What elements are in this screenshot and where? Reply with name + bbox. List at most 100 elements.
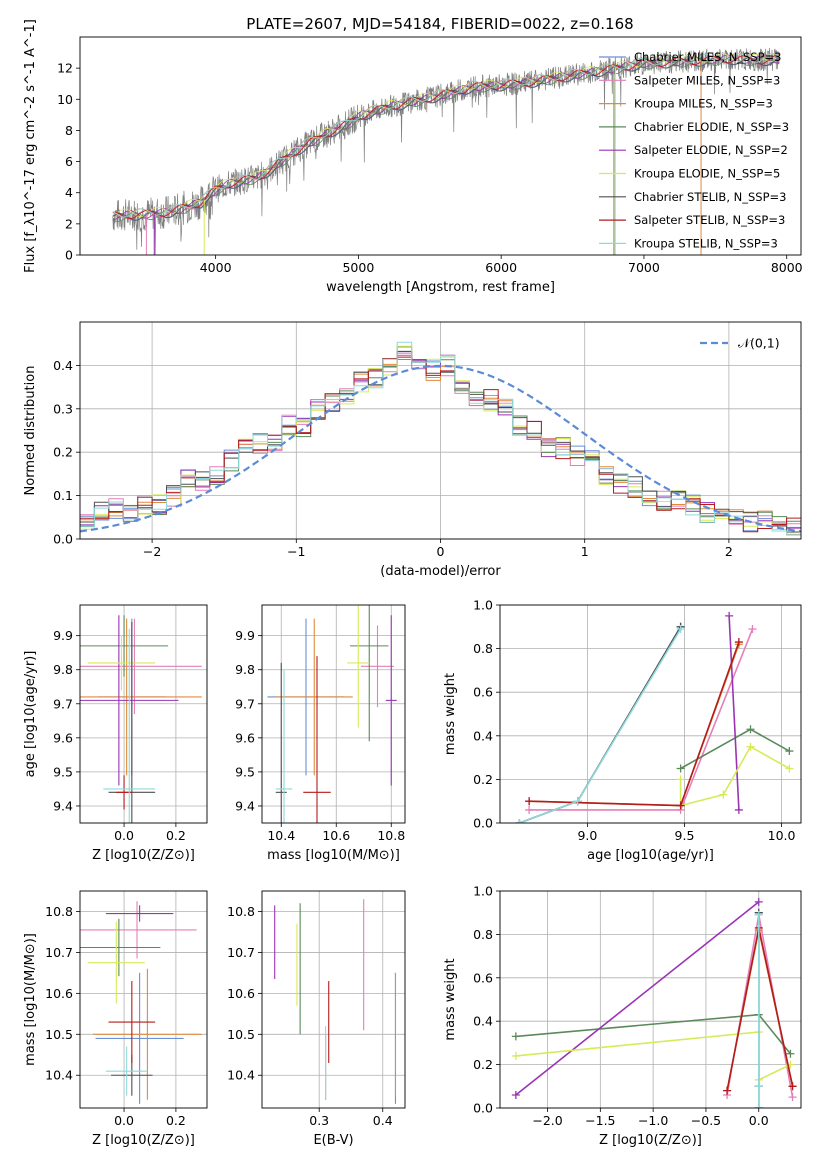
mass-weight-marker [754, 910, 763, 919]
x-tick-label: 5000 [342, 260, 374, 275]
mass-weight-plot-area [515, 611, 794, 823]
legend-label: Chabrier STELIB, N_SSP=3 [634, 190, 786, 204]
y-tick-label: 10.4 [45, 1068, 73, 1083]
x-tick-label: 10.8 [377, 828, 405, 843]
mass-weight-vs-metallicity-panel: −2.0 −1.5 −1.0 −0.5 0.0 0.0 0.2 0.4 0.6 0.8 1.0 Z [… [443, 884, 802, 1148]
mass-weight-marker [723, 1086, 732, 1095]
x-axis-label: age [log10(age/yr)] [587, 848, 714, 863]
x-tick-label: 10.0 [768, 828, 796, 843]
mass-weight-vs-age-panel: 9.0 9.5 10.0 0.0 0.2 0.4 0.6 0.8 1.0 age [log10(a… [443, 598, 802, 863]
errorbar-point [80, 918, 161, 977]
y-tick-label: 1.0 [473, 884, 493, 899]
y-tick-label: 0.6 [473, 685, 493, 700]
y-tick-label: 9.9 [235, 628, 255, 643]
errorbar-point [80, 615, 179, 786]
axes-frame [499, 890, 802, 1109]
y-tick-label: 0.1 [53, 488, 73, 503]
mass-weight-marker [754, 1104, 763, 1108]
y-tick-label: 0.4 [473, 728, 493, 743]
legend-label: Salpeter ELODIE, N_SSP=2 [634, 143, 788, 157]
y-axis-label: mass weight [443, 673, 458, 755]
mass-weight-line [728, 615, 740, 810]
x-axis-label: Z [log10(Z/Z⊙)] [92, 848, 195, 863]
errorbar-point [95, 972, 184, 1104]
y-tick-label: 9.4 [53, 798, 73, 813]
mass-weight-marker [748, 624, 757, 633]
x-axis-label: mass [log10(M/M⊙)] [267, 848, 400, 863]
grid [262, 891, 405, 1108]
x-axis-label: Z [log10(Z/Z⊙)] [92, 1133, 195, 1148]
x-tick-label: 10.4 [267, 828, 295, 843]
x-tick-label: 4000 [200, 260, 232, 275]
mass-vs-reddening-panel: 0.3 0.4 10.4 10.5 10.6 10.7 10.8 E(B-V) [227, 890, 406, 1148]
residual-histogram-step [80, 341, 801, 535]
y-tick-label: 0 [65, 248, 73, 263]
mass-weight-marker [734, 805, 743, 814]
x-tick-label: −2 [143, 544, 161, 559]
mass-weight-marker [573, 797, 582, 806]
mass-weight-line [515, 901, 760, 1096]
x-tick-label: 2 [725, 544, 733, 559]
mass-weight-line [519, 626, 682, 823]
y-axis-label: Flux [f_λ10^-17 erg cm^-2 s^-1 A^-1] [23, 19, 38, 273]
x-tick-label: 0.4 [373, 1113, 393, 1128]
y-tick-label: 9.6 [53, 730, 73, 745]
axes-frame [499, 604, 802, 824]
errorbar-point [275, 618, 353, 776]
y-tick-label: 0.6 [473, 970, 493, 985]
y-tick-label: 0.2 [473, 1057, 493, 1072]
errorbar-point [87, 921, 145, 1004]
y-tick-label: 9.6 [235, 730, 255, 745]
mass-weight-marker [525, 805, 534, 814]
legend-label: Chabrier ELODIE, N_SSP=3 [634, 120, 789, 134]
mass-weight-marker [511, 1032, 520, 1041]
model-spectrum-line [112, 56, 780, 221]
y-tick-label: 9.8 [235, 662, 255, 677]
errorbar-point [105, 905, 174, 922]
mass-weight-line [679, 745, 790, 807]
mass-weight-line [726, 914, 794, 1098]
errorbar-point [80, 618, 202, 714]
y-tick-label: 0.8 [473, 927, 493, 942]
errorbar-point [275, 662, 287, 823]
x-tick-label: 8000 [771, 260, 803, 275]
mass-weight-marker [746, 742, 755, 751]
errorbar-point [80, 618, 202, 776]
y-tick-label: 8 [65, 123, 73, 138]
x-tick-label: 6000 [485, 260, 517, 275]
model-spectrum-line [112, 53, 780, 218]
x-tick-label: 10.6 [322, 828, 350, 843]
y-tick-label: 10.5 [45, 1027, 73, 1042]
errorbar-point [92, 968, 202, 1100]
y-tick-label: 9.8 [53, 662, 73, 677]
mass-weight-marker [734, 638, 743, 647]
mass-weight-marker [785, 747, 794, 756]
x-tick-label: −1 [287, 544, 305, 559]
y-tick-label: 6 [65, 154, 73, 169]
x-tick-label: −2.0 [532, 1113, 562, 1128]
mass-weight-marker [785, 764, 794, 773]
model-spectrum-line [112, 56, 780, 222]
model-spectrum-line [112, 54, 780, 221]
x-tick-label: 1 [581, 544, 589, 559]
y-tick-label: 10.5 [227, 1027, 255, 1042]
x-tick-label: 7000 [628, 260, 660, 275]
axes-frame [79, 321, 802, 540]
legend-label: Salpeter MILES, N_SSP=3 [634, 73, 780, 87]
errorbar-point [105, 1046, 148, 1096]
x-tick-label: 0.3 [309, 1113, 329, 1128]
x-tick-label: −0.5 [691, 1113, 721, 1128]
grid [500, 604, 801, 824]
x-tick-label: 0.2 [166, 828, 186, 843]
errorbar-point [87, 635, 156, 691]
mass-weight-marker [511, 1051, 520, 1060]
errorbar-point [108, 981, 156, 1063]
mass-weight-marker [676, 801, 685, 810]
legend-label: Chabrier MILES, N_SSP=3 [634, 50, 781, 64]
mass-weight-line [519, 628, 682, 823]
y-tick-label: 0.8 [473, 641, 493, 656]
legend: Chabrier MILES, N_SSP=3 Salpeter MILES, N… [599, 50, 789, 250]
legend-label: Salpeter STELIB, N_SSP=3 [634, 213, 785, 227]
mass-weight-marker [788, 1082, 797, 1091]
grid [80, 605, 207, 823]
